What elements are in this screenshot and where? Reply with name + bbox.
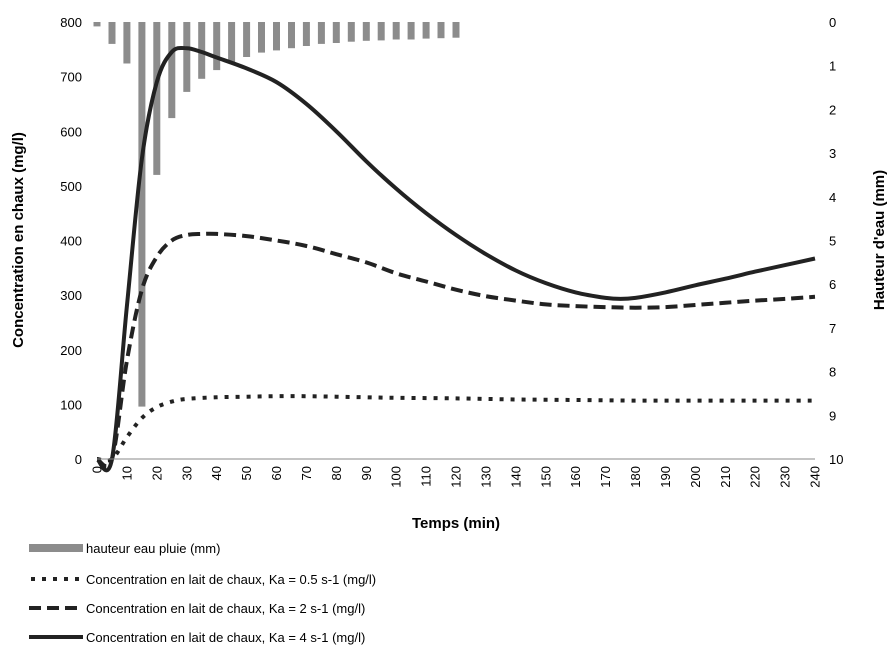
rain-bar-17: [347, 22, 355, 42]
y-tick-labels: 0 100 200 300 400 500 600 700 800: [60, 15, 82, 467]
x-tick-label-3: 30: [179, 466, 194, 480]
y-tick-label-8: 800: [60, 15, 82, 30]
series-line-1: [95, 231, 816, 469]
rain-bar-20: [392, 22, 400, 40]
legend-label-ka2: Concentration en lait de chaux, Ka = 2 s…: [86, 601, 365, 616]
legend-swatch-rain: [29, 544, 83, 552]
rain-bar-8: [213, 22, 221, 71]
rain-bar-9: [228, 22, 236, 64]
rain-bar-19: [377, 22, 385, 41]
y-tick-label-1: 100: [60, 397, 82, 412]
y2-tick-label-2: 2: [829, 102, 836, 117]
y2-tick-label-7: 7: [829, 321, 836, 336]
rain-bar-10: [243, 22, 251, 57]
x-tick-label-24: 240: [808, 466, 823, 488]
y-tick-label-0: 0: [75, 452, 82, 467]
rain-bar-18: [362, 22, 370, 41]
y2-tick-label-1: 1: [829, 59, 836, 74]
y-tick-label-3: 300: [60, 288, 82, 303]
rain-bar-24: [452, 22, 460, 38]
x-tick-label-6: 60: [269, 466, 284, 480]
rain-bar-0: [93, 22, 101, 27]
y2-tick-label-8: 8: [829, 365, 836, 380]
y2-tick-label-10: 10: [829, 452, 843, 467]
x-tick-label-8: 80: [329, 466, 344, 480]
x-tick-label-0: 0: [90, 466, 105, 473]
x-tick-labels: 0 10 20 30 40 50 60 70 80 90 100 110 120 130 140 150 160…: [90, 466, 823, 488]
y-tick-label-6: 600: [60, 124, 82, 139]
rain-bar-6: [183, 22, 191, 92]
rain-bar-13: [288, 22, 295, 49]
y2-tick-labels: 0 1 2 3 4 5 6 7 8 9 10: [829, 15, 843, 467]
x-tick-label-13: 130: [478, 466, 493, 488]
rain-bar-15: [317, 22, 325, 44]
legend: hauteur eau pluie (mm) Concentration en …: [29, 541, 376, 645]
x-tick-label-4: 40: [209, 466, 224, 480]
series-line-2: [95, 45, 816, 473]
y2-axis-title: Hauteur d'eau (mm): [871, 170, 888, 310]
x-tick-label-17: 170: [598, 466, 613, 488]
rain-bars: [93, 22, 460, 407]
series-line-0: [96, 394, 815, 463]
legend-item-ka2: Concentration en lait de chaux, Ka = 2 s…: [29, 601, 365, 616]
y-tick-label-4: 400: [60, 234, 82, 249]
rain-bar-2: [123, 22, 131, 64]
legend-label-rain: hauteur eau pluie (mm): [86, 541, 220, 556]
y2-tick-label-6: 6: [829, 277, 836, 292]
x-tick-label-23: 230: [778, 466, 793, 488]
y-tick-label-5: 500: [60, 179, 82, 194]
x-tick-label-5: 50: [239, 466, 254, 480]
rain-bar-14: [302, 22, 310, 46]
y2-tick-label-4: 4: [829, 190, 836, 205]
concentration-lines: [95, 45, 816, 473]
legend-label-ka4: Concentration en lait de chaux, Ka = 4 s…: [86, 630, 365, 645]
x-tick-label-9: 90: [359, 466, 374, 480]
x-tick-label-2: 20: [149, 466, 164, 480]
y2-tick-label-3: 3: [829, 146, 836, 161]
x-tick-label-15: 150: [538, 466, 553, 488]
x-tick-label-12: 120: [449, 466, 464, 488]
y-tick-label-2: 200: [60, 343, 82, 358]
rain-bar-12: [273, 22, 280, 51]
x-tick-label-16: 160: [568, 466, 583, 488]
x-tick-label-1: 10: [119, 466, 134, 480]
rain-bar-4: [153, 22, 161, 175]
y-axis-title: Concentration en chaux (mg/l): [10, 132, 27, 348]
rain-bar-1: [108, 22, 116, 44]
x-tick-label-21: 210: [718, 466, 733, 488]
y2-tick-label-9: 9: [829, 408, 836, 423]
x-tick-label-20: 200: [688, 466, 703, 488]
rain-bar-22: [422, 22, 430, 39]
x-tick-label-11: 110: [419, 466, 434, 487]
x-tick-label-10: 100: [389, 466, 404, 488]
x-tick-label-22: 220: [748, 466, 763, 488]
x-tick-label-14: 140: [508, 466, 523, 488]
x-axis-title: Temps (min): [412, 515, 500, 532]
legend-item-ka4: Concentration en lait de chaux, Ka = 4 s…: [29, 630, 365, 645]
rain-bar-3: [138, 22, 146, 407]
y-tick-label-7: 700: [60, 70, 82, 85]
rain-bar-11: [258, 22, 265, 53]
rain-bar-16: [332, 22, 340, 43]
legend-item-ka05: Concentration en lait de chaux, Ka = 0.5…: [31, 572, 376, 587]
x-tick-label-19: 190: [658, 466, 673, 488]
rain-bar-23: [437, 22, 445, 39]
rain-bar-21: [407, 22, 415, 40]
legend-item-rain: hauteur eau pluie (mm): [29, 541, 220, 556]
y2-tick-label-0: 0: [829, 15, 836, 30]
legend-label-ka05: Concentration en lait de chaux, Ka = 0.5…: [86, 572, 376, 587]
x-tick-label-18: 180: [628, 466, 643, 488]
rain-bar-5: [168, 22, 176, 119]
y2-tick-label-5: 5: [829, 234, 836, 249]
x-tick-label-7: 70: [299, 466, 314, 480]
